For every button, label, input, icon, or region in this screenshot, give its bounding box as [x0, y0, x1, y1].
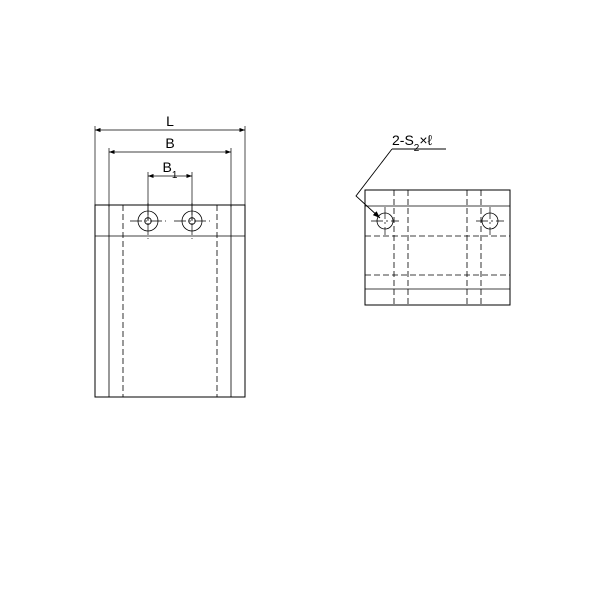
drawing-canvas: LB B1 2-S2×ℓ	[0, 0, 600, 600]
right-view: 2-S2×ℓ	[356, 132, 510, 305]
svg-text:B1: B1	[163, 159, 178, 181]
left-view: LB B1	[95, 113, 245, 397]
svg-text:L: L	[166, 113, 174, 129]
svg-text:2-S2×ℓ: 2-S2×ℓ	[392, 132, 433, 154]
svg-text:B: B	[165, 135, 174, 151]
